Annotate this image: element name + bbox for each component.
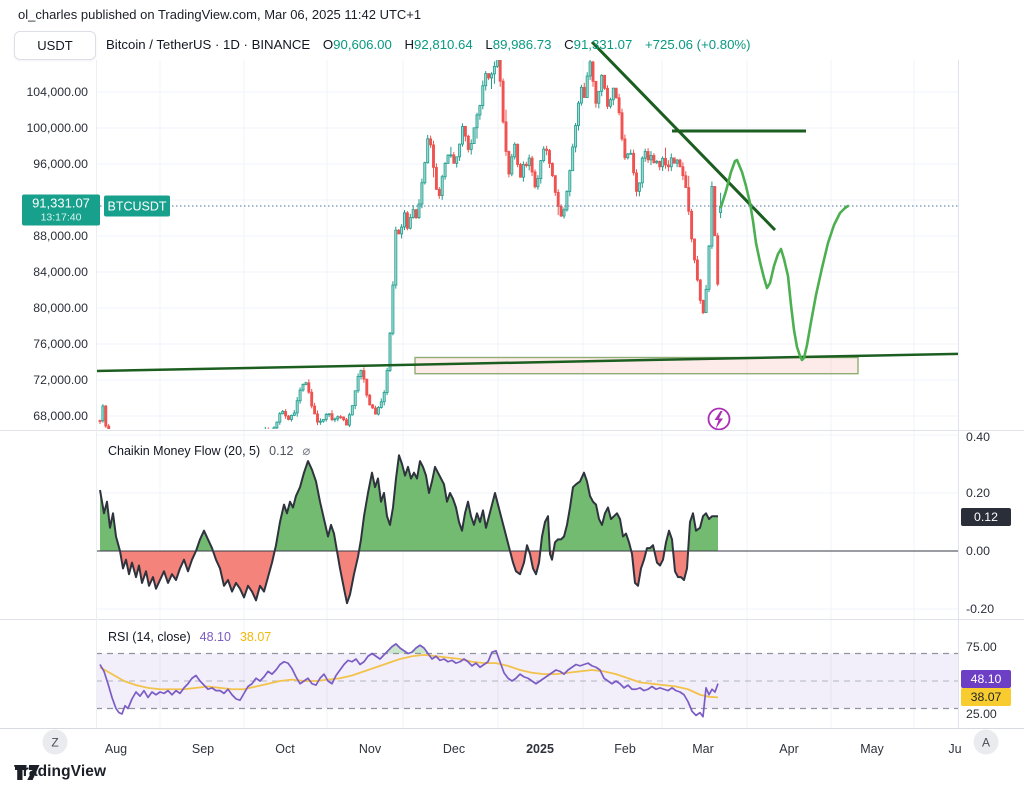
- rsi-title-text: RSI (14, close): [108, 630, 191, 644]
- ohlc-low-label: L: [485, 37, 493, 52]
- time-axis-label: May: [860, 742, 884, 756]
- rsi-axis-label: 25.00: [966, 707, 997, 721]
- price-axis-label: 104,000.00: [26, 85, 88, 99]
- rsi-ma-value: 38.07: [239, 630, 272, 644]
- rsi-ma-value-badge: 38.07: [961, 688, 1011, 706]
- cmf-hide-icon[interactable]: ⌀: [302, 443, 311, 458]
- lightning-icon: [707, 407, 731, 431]
- time-axis-label: Dec: [442, 742, 466, 756]
- price-axis-label: 68,000.00: [33, 409, 88, 423]
- cmf-value: 0.12: [269, 444, 294, 458]
- rsi-axis-label: 75.00: [966, 640, 997, 654]
- time-axis-label: Ju: [948, 742, 962, 756]
- last-price-badge: 91,331.07 13:17:40: [22, 194, 100, 226]
- rsi-value: 48.10: [199, 630, 231, 644]
- ohlc-high-label: H: [404, 37, 415, 52]
- time-axis-label: 2025: [526, 742, 554, 756]
- currency-button[interactable]: USDT: [14, 31, 96, 60]
- ohlc-change: +725.06 (+0.80%): [644, 37, 751, 52]
- ohlc-open-value: 90,606.00: [333, 37, 392, 52]
- tradingview-logo[interactable]: TradingView: [14, 763, 106, 781]
- cmf-title-text: Chaikin Money Flow (20, 5): [108, 444, 261, 458]
- ohlc-close-label: C: [564, 37, 574, 52]
- cmf-value-badge: 0.12: [961, 508, 1011, 526]
- price-axis-label: 84,000.00: [33, 265, 88, 279]
- time-axis-label: Sep: [191, 742, 215, 756]
- time-axis-label: Feb: [614, 742, 636, 756]
- tradingview-logo-icon: [15, 765, 40, 780]
- ohlc-open-label: O: [322, 37, 334, 52]
- attribution-text: ol_charles published on TradingView.com,…: [18, 7, 422, 22]
- scroll-left-button[interactable]: Z: [42, 729, 68, 755]
- ohlc-low-value: 89,986.73: [492, 37, 552, 52]
- rsi-indicator-title: RSI (14, close) 48.10 38.07: [108, 630, 271, 644]
- price-axis-label: 72,000.00: [33, 373, 88, 387]
- cmf-axis-label: -0.20: [966, 602, 995, 616]
- cmf-axis-label: 0.40: [966, 430, 990, 444]
- time-axis-label: Oct: [275, 742, 295, 756]
- price-axis-label: 80,000.00: [33, 301, 88, 315]
- rsi-value-badge: 48.10: [961, 670, 1011, 688]
- cmf-indicator-title: Chaikin Money Flow (20, 5) 0.12 ⌀: [108, 443, 310, 459]
- ohlc-high-value: 92,810.64: [414, 37, 473, 52]
- price-axis-label: 76,000.00: [33, 337, 88, 351]
- symbol-header: Bitcoin / TetherUS · 1D · BINANCE O90,60…: [106, 37, 751, 52]
- price-axis-label: 96,000.00: [33, 157, 88, 171]
- last-price-value: 91,331.07: [32, 195, 90, 211]
- symbol-badge: BTCUSDT: [104, 195, 170, 217]
- time-axis-label: Mar: [692, 742, 714, 756]
- price-axis-label: 100,000.00: [26, 121, 88, 135]
- time-axis-label: Nov: [358, 742, 382, 756]
- cmf-axis-label: 0.00: [966, 544, 990, 558]
- symbol-title: Bitcoin / TetherUS · 1D · BINANCE: [106, 37, 311, 52]
- ohlc-close-value: 91,331.07: [573, 37, 633, 52]
- time-axis-label: Apr: [779, 742, 799, 756]
- price-axis-label: 88,000.00: [33, 229, 88, 243]
- bar-countdown: 13:17:40: [40, 211, 82, 224]
- cmf-axis-label: 0.20: [966, 486, 990, 500]
- scroll-right-button[interactable]: A: [973, 729, 999, 755]
- time-axis-label: Aug: [104, 742, 128, 756]
